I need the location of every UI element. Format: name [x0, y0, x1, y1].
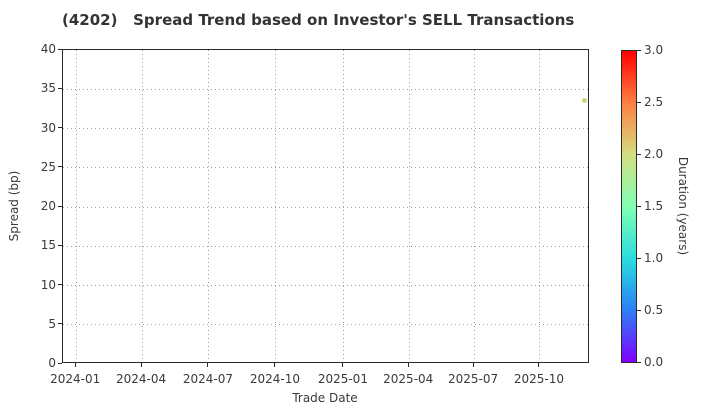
colorbar-tick-label: 1.0	[644, 251, 664, 265]
h-gridline	[63, 285, 588, 286]
y-tick-mark	[58, 244, 62, 246]
y-tick-mark	[58, 323, 62, 325]
plot-area	[62, 49, 589, 363]
chart-title: (4202) Spread Trend based on Investor's …	[62, 11, 575, 29]
x-tick-mark	[74, 363, 76, 367]
x-tick-mark	[274, 363, 276, 367]
y-tick-label: 20	[40, 199, 56, 213]
y-tick-mark	[58, 284, 62, 285]
y-tick-mark	[58, 166, 62, 168]
v-gridline	[141, 50, 143, 362]
y-tick-label: 0	[48, 356, 56, 370]
h-gridline	[63, 167, 588, 169]
v-gridline	[75, 50, 77, 362]
y-tick-label: 10	[40, 277, 56, 292]
colorbar-tick-mark	[637, 309, 641, 311]
x-tick-label: 2025-10	[513, 372, 564, 386]
x-tick-mark	[538, 363, 540, 367]
y-tick-mark	[58, 48, 62, 50]
colorbar-tick-label: 0.5	[644, 303, 664, 317]
x-tick-label: 2025-04	[383, 372, 434, 386]
colorbar-tick-mark	[637, 205, 641, 207]
y-tick-label: 40	[40, 42, 56, 56]
y-tick-label: 15	[40, 238, 56, 253]
colorbar-tick-label: 0.0	[644, 355, 664, 369]
y-tick-label: 5	[48, 316, 56, 331]
y-tick-mark	[58, 362, 62, 364]
h-gridline	[63, 324, 588, 326]
y-tick-mark	[58, 127, 62, 128]
y-tick-mark	[58, 205, 62, 207]
x-tick-mark	[472, 363, 474, 367]
colorbar-tick-label: 2.5	[644, 95, 664, 109]
colorbar-tick-label: 2.0	[644, 147, 664, 161]
colorbar-tick-mark	[637, 101, 641, 103]
colorbar-tick-label: 3.0	[644, 43, 664, 57]
h-gridline	[63, 206, 588, 208]
colorbar-tick-mark	[637, 257, 641, 259]
x-tick-label: 2024-10	[249, 372, 300, 386]
v-gridline	[208, 50, 210, 362]
v-gridline	[408, 50, 410, 362]
h-gridline	[63, 245, 588, 247]
x-tick-mark	[342, 363, 344, 367]
x-tick-label: 2024-01	[50, 372, 101, 386]
data-point	[582, 97, 588, 103]
y-axis-label: Spread (bp)	[7, 170, 21, 242]
x-tick-label: 2025-01	[317, 372, 368, 386]
x-tick-label: 2024-07	[182, 372, 234, 386]
colorbar-tick-label: 1.5	[644, 199, 664, 213]
colorbar-label: Duration (years)	[676, 156, 690, 256]
colorbar-tick-mark	[637, 361, 641, 363]
h-gridline	[63, 128, 588, 129]
x-tick-mark	[207, 363, 209, 367]
colorbar-tick-mark	[637, 49, 641, 51]
x-tick-mark	[407, 363, 409, 367]
v-gridline	[343, 50, 345, 362]
x-tick-mark	[140, 363, 142, 367]
colorbar-tick-mark	[637, 153, 641, 155]
colorbar	[621, 50, 637, 363]
v-gridline	[275, 50, 277, 362]
v-gridline	[539, 50, 541, 362]
x-tick-label: 2025-07	[447, 372, 499, 386]
y-tick-label: 25	[40, 159, 56, 174]
y-tick-label: 35	[40, 81, 56, 96]
v-gridline	[473, 50, 475, 362]
h-gridline	[63, 88, 588, 90]
x-tick-label: 2024-04	[115, 372, 167, 386]
x-axis-label: Trade Date	[292, 391, 358, 405]
y-tick-label: 30	[40, 120, 56, 135]
y-tick-mark	[58, 87, 62, 89]
